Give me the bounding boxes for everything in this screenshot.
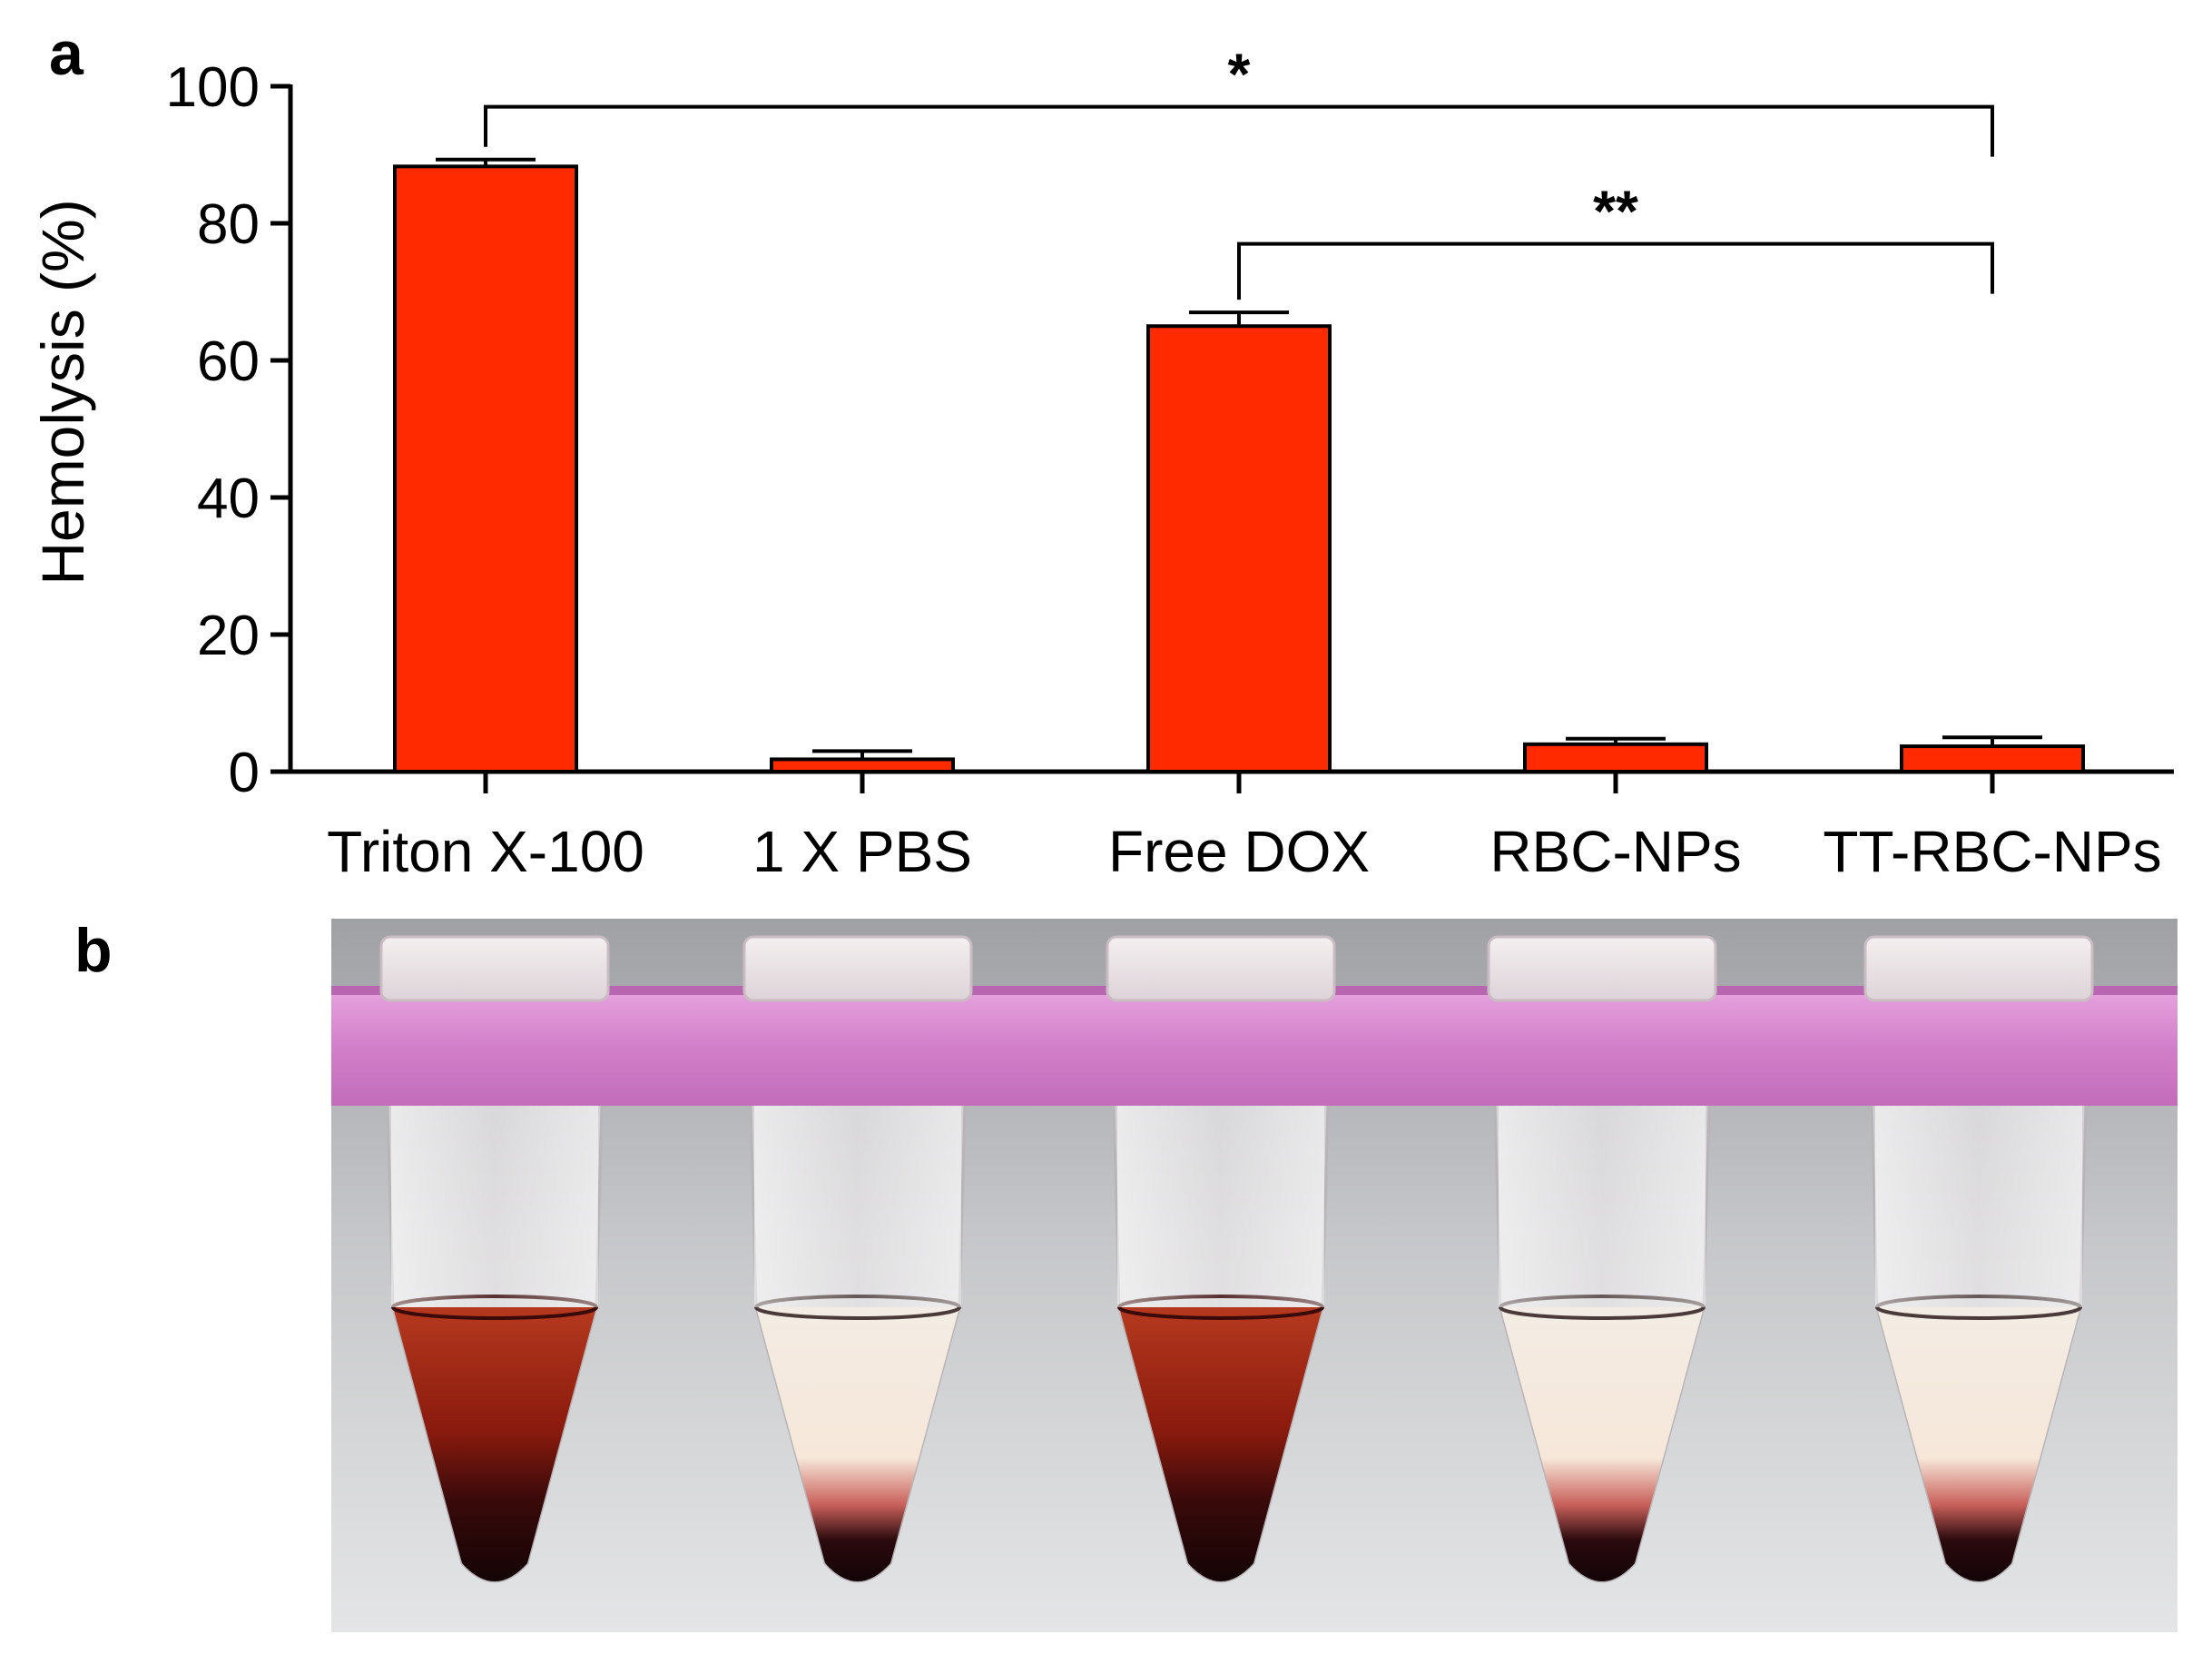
significance-label: ** — [1593, 179, 1638, 244]
y-tick-label: 40 — [197, 468, 260, 530]
y-tick-label: 100 — [166, 56, 260, 119]
tube — [386, 1101, 604, 1583]
tube-liquid — [756, 1307, 959, 1581]
tube-highlight — [754, 1103, 961, 1307]
tube-cap — [379, 935, 610, 1002]
significance-brackets: *** — [484, 42, 1994, 300]
x-category-label: Free DOX — [1108, 819, 1370, 884]
y-tick-label: 0 — [229, 742, 260, 804]
tube — [1493, 1101, 1711, 1583]
x-category-label: Triton X-100 — [327, 819, 644, 884]
tube-rack — [331, 990, 2178, 1106]
y-axis: 0 20 40 60 80 100 — [166, 56, 293, 804]
bar — [770, 757, 955, 773]
panel-b-label: b — [74, 916, 113, 985]
bar — [1146, 324, 1332, 773]
tube-cap — [742, 935, 973, 1002]
tube-cap — [1106, 935, 1336, 1002]
tube-liquid — [393, 1307, 596, 1581]
tube-liquid — [1119, 1307, 1322, 1581]
tubes-photo — [331, 919, 2178, 1632]
tube-cap — [1487, 935, 1717, 1002]
bar — [393, 164, 578, 773]
bar — [1523, 742, 1708, 773]
tube-highlight — [1875, 1103, 2082, 1307]
tube — [1870, 1101, 2088, 1583]
tube — [1112, 1101, 1330, 1583]
tube-liquid — [1877, 1307, 2080, 1581]
panel-a-label: a — [49, 19, 84, 88]
tube-highlight — [1117, 1103, 1324, 1307]
x-category-label: 1 X PBS — [752, 819, 972, 884]
significance-label: * — [1228, 42, 1251, 107]
significance-bracket — [484, 104, 1994, 157]
y-tick-label: 60 — [197, 330, 260, 393]
tube — [749, 1101, 967, 1583]
bar — [1900, 744, 2085, 774]
tube-highlight — [1499, 1103, 1706, 1307]
tube-set — [386, 1101, 2088, 1583]
x-category-label: RBC-NPs — [1489, 819, 1741, 884]
bars — [393, 157, 2085, 774]
y-axis-title: Hemolysis (%) — [29, 199, 96, 585]
y-tick-label: 80 — [197, 193, 260, 256]
y-tick-label: 20 — [197, 605, 260, 667]
hemolysis-chart: 0 20 40 60 80 100 Triton X-100 1 X PBS Free DOX… — [29, 42, 2174, 884]
tube-highlight — [391, 1103, 598, 1307]
x-axis: Triton X-100 1 X PBS Free DOX RBC-NPs TT-RBC… — [289, 769, 2174, 884]
x-category-label: TT-RBC-NPs — [1823, 819, 2161, 884]
tube-liquid — [1500, 1307, 1704, 1581]
tube-cap — [1863, 935, 2094, 1002]
tube-caps — [379, 935, 2094, 1002]
significance-bracket — [1237, 241, 1994, 300]
